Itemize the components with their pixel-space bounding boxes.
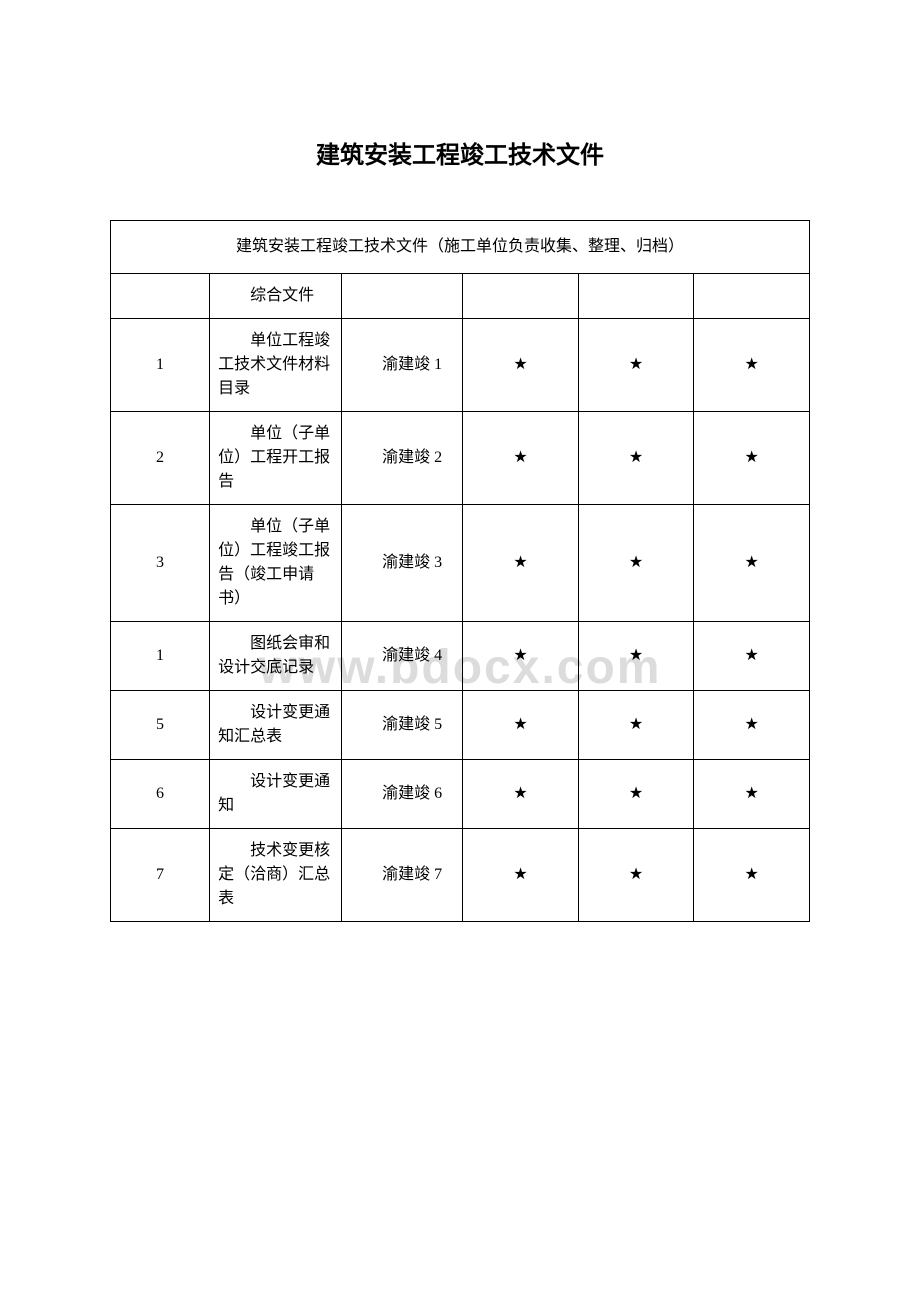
row-name: 单位（子单位）工程竣工报告（竣工申请书） [210,505,342,622]
row-star: ★ [578,412,694,505]
row-star: ★ [578,319,694,412]
table-header-cell: 建筑安装工程竣工技术文件（施工单位负责收集、整理、归档） [111,221,810,274]
row-star: ★ [578,505,694,622]
row-star: ★ [578,691,694,760]
row-code: 渝建竣 5 [342,691,463,760]
row-code: 渝建竣 6 [342,760,463,829]
row-number: 3 [111,505,210,622]
table-row: 1 图纸会审和设计交底记录 渝建竣 4 ★ ★ ★ [111,622,810,691]
row-star: ★ [463,505,579,622]
row-name: 技术变更核定（洽商）汇总表 [210,829,342,922]
row-star: ★ [694,412,810,505]
row-star: ★ [694,505,810,622]
row-number: 6 [111,760,210,829]
table-wrapper: 建筑安装工程竣工技术文件（施工单位负责收集、整理、归档） 综合文件 1 单位工程… [0,220,920,922]
row-star: ★ [694,760,810,829]
table-row: 1 单位工程竣工技术文件材料目录 渝建竣 1 ★ ★ ★ [111,319,810,412]
section-row: 综合文件 [111,274,810,319]
table-row: 6 设计变更通知 渝建竣 6 ★ ★ ★ [111,760,810,829]
row-star: ★ [694,691,810,760]
row-name: 设计变更通知 [210,760,342,829]
empty-cell [111,274,210,319]
row-star: ★ [463,760,579,829]
document-table: 建筑安装工程竣工技术文件（施工单位负责收集、整理、归档） 综合文件 1 单位工程… [110,220,810,922]
empty-cell [694,274,810,319]
empty-cell [578,274,694,319]
row-star: ★ [578,622,694,691]
row-star: ★ [463,412,579,505]
row-name: 图纸会审和设计交底记录 [210,622,342,691]
row-number: 2 [111,412,210,505]
row-name: 设计变更通知汇总表 [210,691,342,760]
section-label-cell: 综合文件 [210,274,342,319]
row-number: 1 [111,319,210,412]
row-star: ★ [578,829,694,922]
row-code: 渝建竣 3 [342,505,463,622]
empty-cell [342,274,463,319]
row-code: 渝建竣 2 [342,412,463,505]
row-star: ★ [463,319,579,412]
row-code: 渝建竣 7 [342,829,463,922]
row-star: ★ [463,691,579,760]
table-row: 3 单位（子单位）工程竣工报告（竣工申请书） 渝建竣 3 ★ ★ ★ [111,505,810,622]
row-number: 1 [111,622,210,691]
row-star: ★ [463,829,579,922]
table-row: 5 设计变更通知汇总表 渝建竣 5 ★ ★ ★ [111,691,810,760]
row-star: ★ [578,760,694,829]
table-row: 7 技术变更核定（洽商）汇总表 渝建竣 7 ★ ★ ★ [111,829,810,922]
row-star: ★ [694,829,810,922]
row-name: 单位工程竣工技术文件材料目录 [210,319,342,412]
row-number: 7 [111,829,210,922]
row-name: 单位（子单位）工程开工报告 [210,412,342,505]
row-number: 5 [111,691,210,760]
row-star: ★ [694,319,810,412]
row-star: ★ [463,622,579,691]
page-title: 建筑安装工程竣工技术文件 [0,0,920,220]
empty-cell [463,274,579,319]
row-star: ★ [694,622,810,691]
row-code: 渝建竣 1 [342,319,463,412]
table-row: 2 单位（子单位）工程开工报告 渝建竣 2 ★ ★ ★ [111,412,810,505]
row-code: 渝建竣 4 [342,622,463,691]
table-header-row: 建筑安装工程竣工技术文件（施工单位负责收集、整理、归档） [111,221,810,274]
